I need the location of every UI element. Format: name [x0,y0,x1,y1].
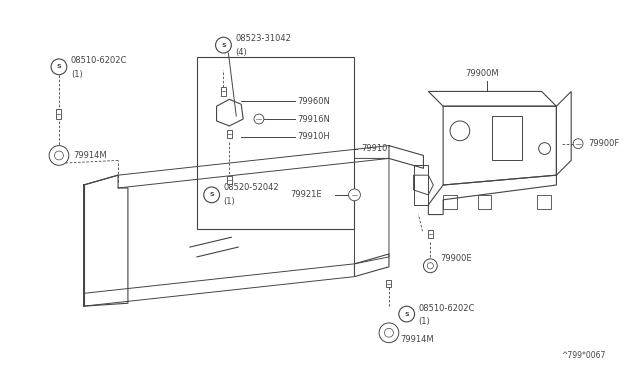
Text: (1): (1) [71,70,83,79]
Circle shape [573,139,583,148]
Text: 08510-6202C: 08510-6202C [71,57,127,65]
Circle shape [49,145,69,165]
Bar [492,116,522,160]
Text: 08510-6202C: 08510-6202C [419,304,475,312]
Text: S: S [221,43,226,48]
Circle shape [349,189,360,201]
Text: 79910H: 79910H [298,132,330,141]
Bar [227,176,232,184]
Bar [443,195,457,209]
Circle shape [254,114,264,124]
Text: 79900M: 79900M [466,69,499,78]
Text: 08520-52042: 08520-52042 [223,183,279,192]
Text: 79914M: 79914M [401,335,435,344]
Bar [387,280,392,288]
Bar [197,57,355,230]
Text: S: S [209,192,214,198]
Bar [227,130,232,138]
Text: S: S [57,64,61,69]
Text: 79900F: 79900F [588,139,619,148]
Bar [537,195,550,209]
Text: 79910: 79910 [362,144,388,153]
Bar [477,195,492,209]
Bar [221,87,226,96]
Text: 79914M: 79914M [74,151,108,160]
Text: 79960N: 79960N [298,97,330,106]
Text: 79916N: 79916N [298,115,330,124]
Bar [428,230,433,238]
Bar [56,109,61,119]
Text: 08523-31042: 08523-31042 [236,34,291,43]
Text: ^799*0067: ^799*0067 [561,351,605,360]
Text: 79921E: 79921E [291,190,322,199]
Circle shape [379,323,399,343]
Text: (1): (1) [223,197,236,206]
Text: S: S [404,312,409,317]
Text: 79900E: 79900E [440,254,472,263]
Text: (1): (1) [419,317,430,327]
Text: (4): (4) [236,48,247,57]
Circle shape [424,259,437,273]
